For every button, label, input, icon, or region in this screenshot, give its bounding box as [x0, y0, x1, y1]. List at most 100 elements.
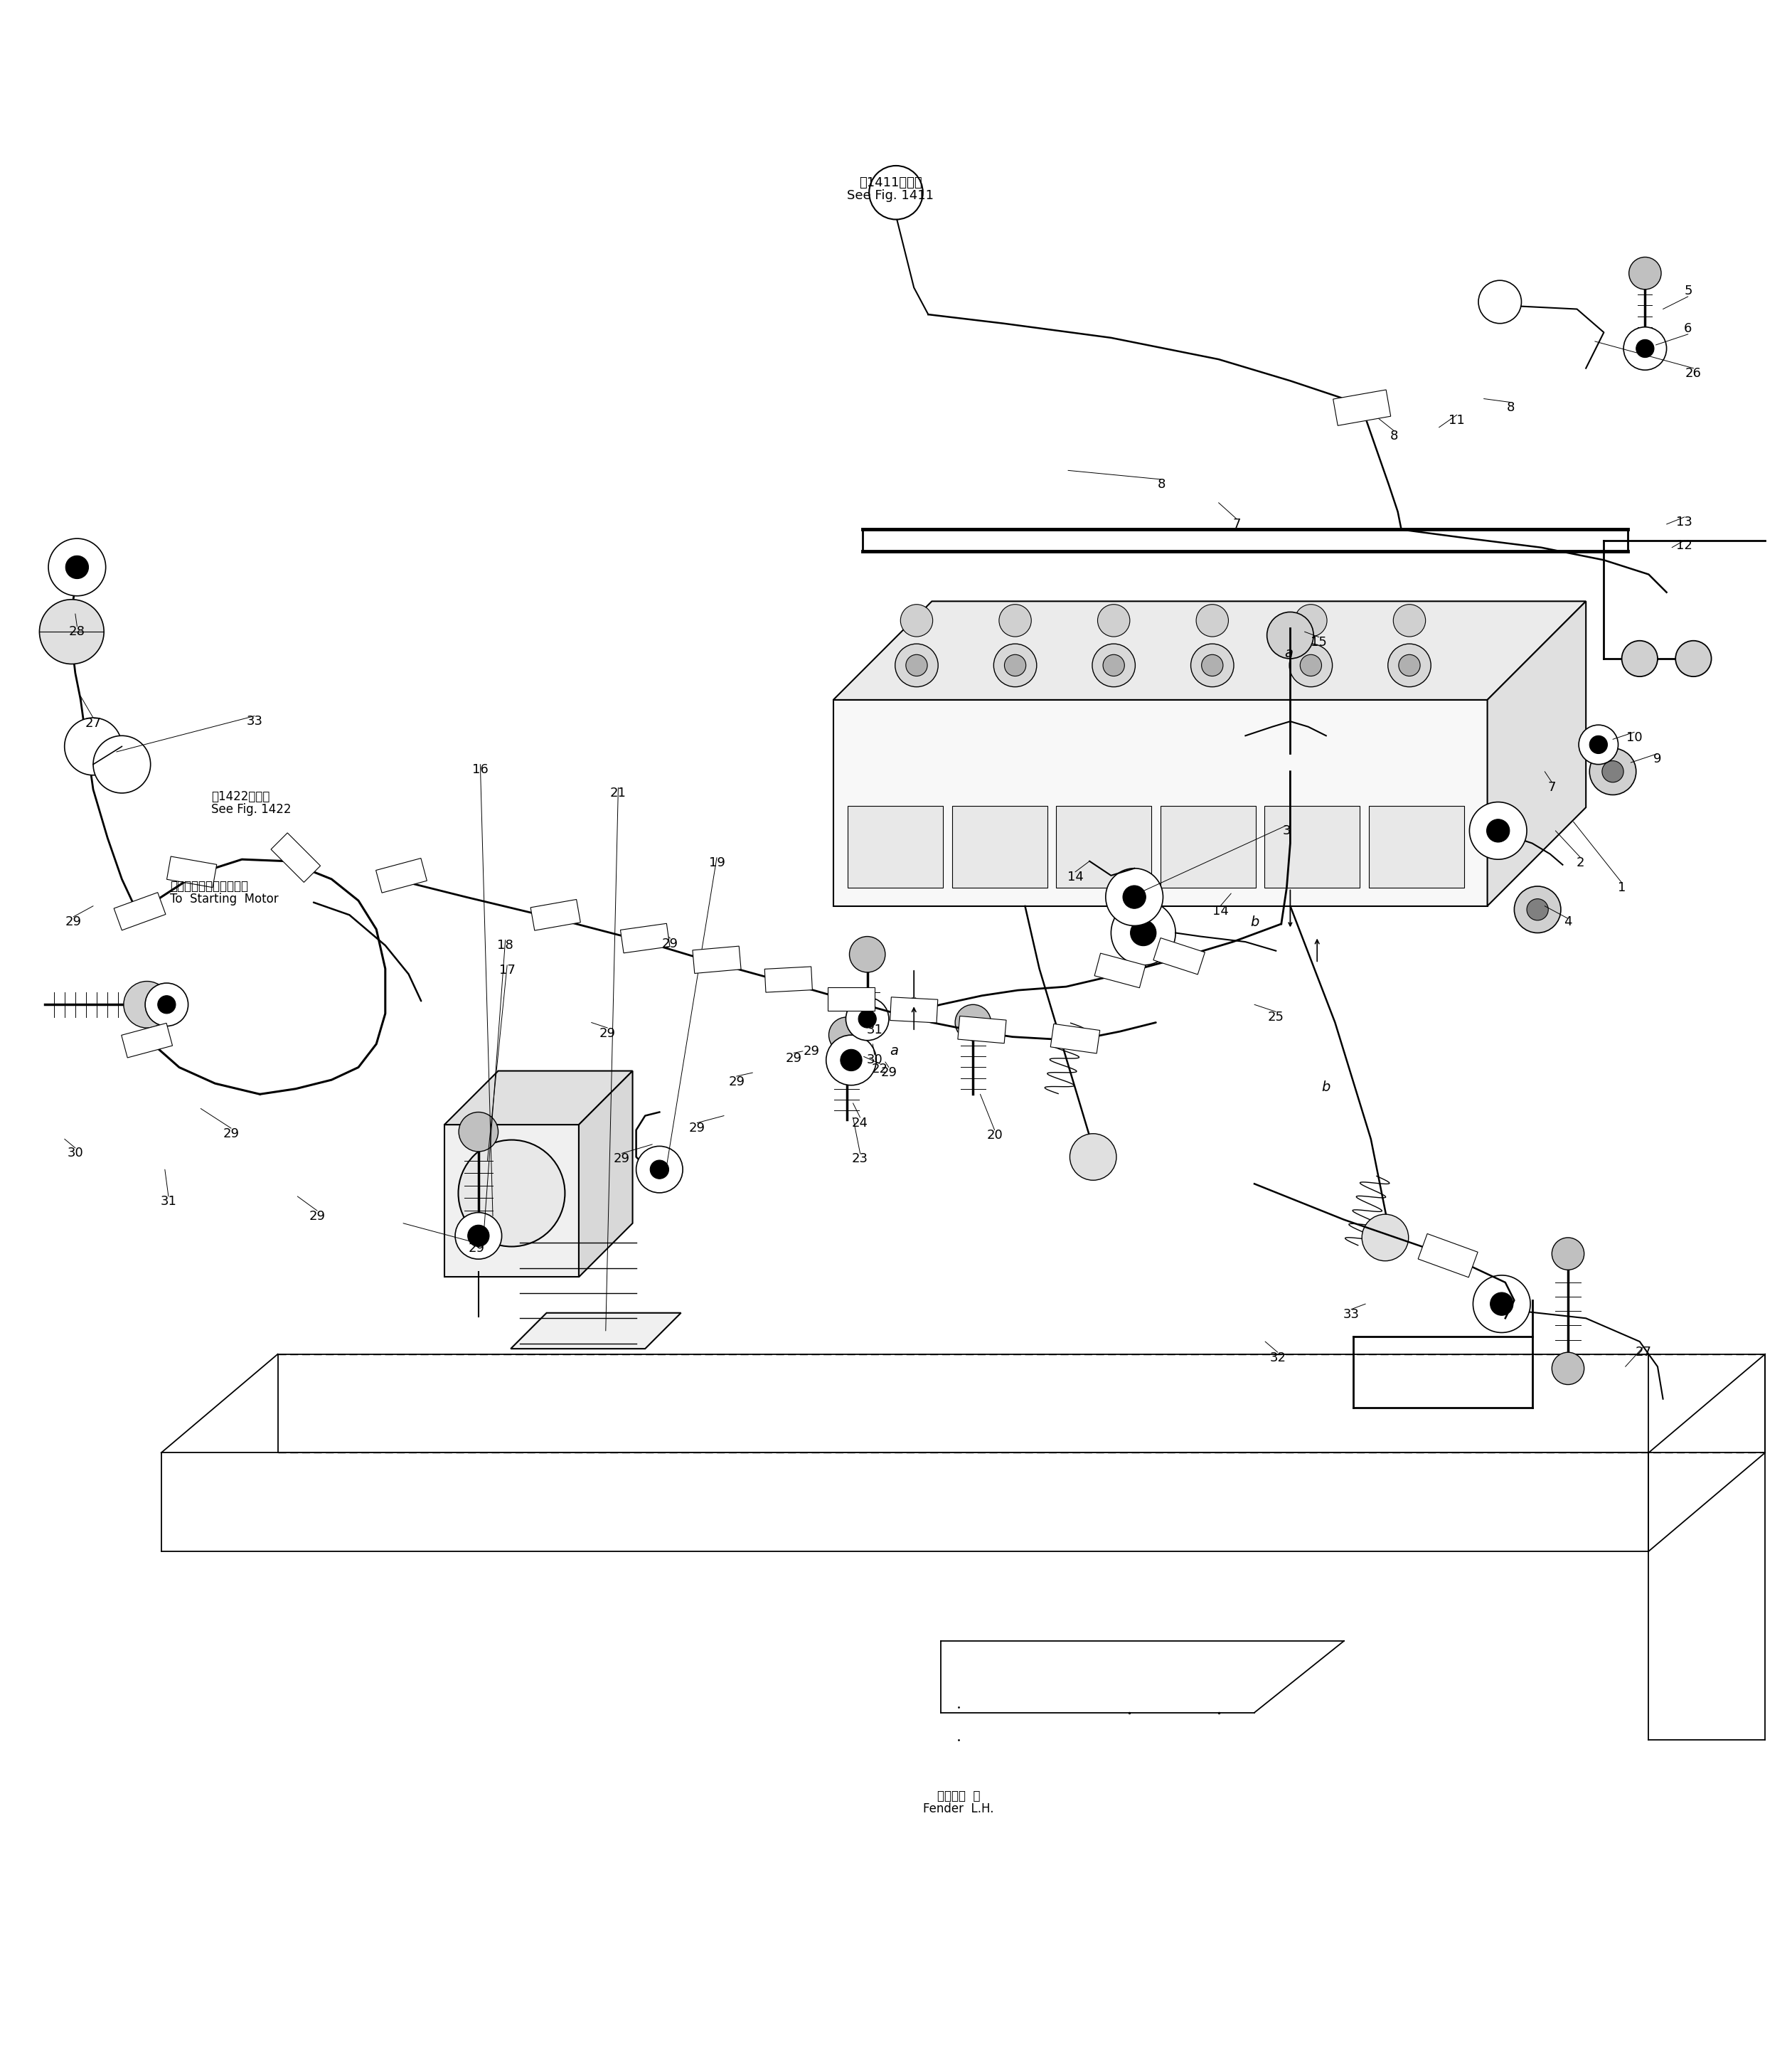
Text: 27: 27 [1634, 1346, 1652, 1358]
Text: b: b [1322, 1080, 1330, 1094]
Text: See Fig. 1422: See Fig. 1422 [211, 804, 292, 816]
Text: 22: 22 [871, 1063, 889, 1076]
Text: 17: 17 [498, 963, 516, 978]
Text: 20: 20 [986, 1129, 1004, 1141]
Bar [530, 900, 581, 930]
Circle shape [1362, 1215, 1409, 1262]
Circle shape [858, 1010, 876, 1029]
Circle shape [124, 982, 170, 1029]
Circle shape [145, 984, 188, 1027]
Circle shape [1106, 869, 1163, 926]
Text: 19: 19 [708, 857, 726, 869]
Text: 3: 3 [1283, 824, 1290, 836]
Text: 8: 8 [1158, 479, 1165, 491]
Circle shape [1197, 605, 1229, 636]
Circle shape [650, 1160, 668, 1178]
Circle shape [905, 654, 926, 677]
Text: 23: 23 [851, 1151, 869, 1166]
Circle shape [1267, 611, 1314, 658]
Bar [122, 1022, 172, 1057]
Circle shape [1400, 654, 1419, 677]
Text: 15: 15 [1310, 636, 1328, 648]
Circle shape [840, 1049, 862, 1072]
Text: See Fig. 1411: See Fig. 1411 [848, 188, 934, 202]
Text: 31: 31 [159, 1196, 177, 1209]
Text: 7: 7 [1233, 517, 1240, 530]
Text: 8: 8 [1507, 401, 1514, 413]
Polygon shape [511, 1313, 681, 1350]
Text: スターティングモータへ: スターティングモータへ [170, 879, 249, 894]
Text: Fender  L.H.: Fender L.H. [923, 1802, 995, 1814]
Polygon shape [833, 699, 1487, 906]
Text: 18: 18 [496, 939, 514, 951]
Bar [1369, 806, 1464, 888]
Circle shape [1201, 654, 1222, 677]
Bar [828, 988, 874, 1010]
Circle shape [1514, 885, 1561, 933]
Circle shape [1131, 920, 1156, 945]
Circle shape [66, 556, 88, 579]
Bar [692, 947, 742, 973]
Text: 33: 33 [1342, 1309, 1360, 1321]
Circle shape [65, 718, 122, 775]
Circle shape [93, 736, 151, 793]
Text: 29: 29 [613, 1151, 631, 1166]
Circle shape [869, 166, 923, 219]
Polygon shape [444, 1072, 633, 1125]
Bar [167, 857, 217, 888]
Bar [765, 967, 812, 992]
Circle shape [1473, 1276, 1530, 1333]
Circle shape [459, 1139, 564, 1247]
Text: 27: 27 [84, 716, 102, 730]
Polygon shape [1487, 601, 1586, 906]
Bar [1265, 806, 1360, 888]
Text: 30: 30 [866, 1053, 883, 1067]
Circle shape [1102, 654, 1124, 677]
Text: 29: 29 [880, 1065, 898, 1080]
Text: 9: 9 [1654, 753, 1661, 765]
Circle shape [1552, 1237, 1584, 1270]
Circle shape [1000, 605, 1032, 636]
Text: 31: 31 [866, 1022, 883, 1037]
Text: 16: 16 [471, 763, 489, 777]
Text: 29: 29 [688, 1123, 706, 1135]
Text: 32: 32 [1269, 1352, 1287, 1364]
Circle shape [1111, 900, 1176, 965]
Circle shape [1097, 605, 1129, 636]
Circle shape [1487, 820, 1509, 843]
Text: 24: 24 [851, 1117, 869, 1129]
Text: 25: 25 [1267, 1010, 1285, 1025]
Text: 14: 14 [1066, 871, 1084, 883]
Bar [1333, 391, 1391, 425]
Bar [115, 892, 165, 930]
Bar [1161, 806, 1256, 888]
Bar [1050, 1025, 1100, 1053]
Circle shape [1301, 654, 1321, 677]
Circle shape [636, 1145, 683, 1192]
Text: 29: 29 [222, 1127, 240, 1139]
Circle shape [1602, 761, 1624, 783]
Circle shape [1294, 605, 1326, 636]
Text: 12: 12 [1676, 540, 1693, 552]
Circle shape [1004, 654, 1025, 677]
Polygon shape [579, 1072, 633, 1276]
Circle shape [1190, 644, 1235, 687]
Text: 8: 8 [1391, 429, 1398, 444]
Text: 29: 29 [65, 916, 82, 928]
Circle shape [993, 644, 1036, 687]
Circle shape [1590, 748, 1636, 796]
Text: 2: 2 [1577, 857, 1584, 869]
Bar [957, 1016, 1007, 1043]
Polygon shape [444, 1125, 579, 1276]
Circle shape [158, 996, 176, 1014]
Bar [271, 832, 321, 881]
Text: 第1411図参照: 第1411図参照 [858, 176, 923, 188]
Bar [891, 998, 937, 1022]
Text: a: a [891, 1045, 898, 1057]
Circle shape [1579, 724, 1618, 765]
Text: 29: 29 [785, 1051, 803, 1065]
Circle shape [1124, 885, 1145, 908]
Circle shape [1676, 640, 1711, 677]
Circle shape [849, 937, 885, 971]
Circle shape [1552, 1352, 1584, 1384]
